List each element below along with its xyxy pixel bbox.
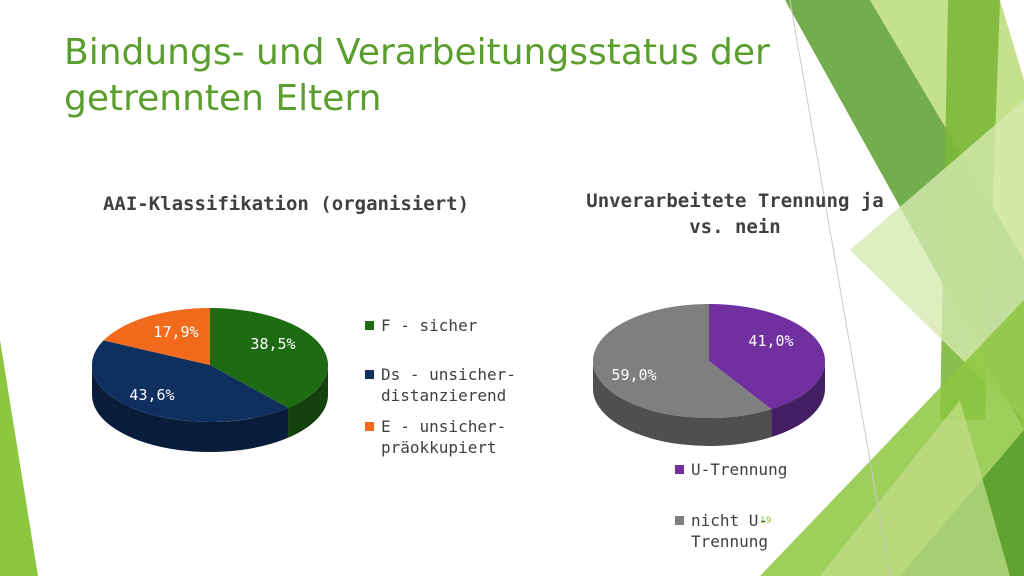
page-number: 19 [760, 516, 772, 526]
legend-label: E - unsicher- präokkupiert [381, 417, 507, 457]
trennung-sides [593, 361, 825, 446]
legend-swatch-ds [365, 370, 374, 379]
legend-item-e: E - unsicher- präokkupiert [365, 416, 525, 458]
right-lower-light [820, 400, 1010, 576]
aai-slice-1 [92, 340, 289, 422]
trennung-slice-1 [592, 304, 772, 419]
trennung-slice-0 [709, 304, 825, 410]
thin-diagonal-line [789, 0, 891, 576]
chart2-title: Unverarbeitete Trennung ja vs. nein [586, 190, 884, 238]
aai-data-label-2: 17,9% [153, 323, 198, 341]
legend-item-nicht-u-trennung: nicht U- Trennung [675, 510, 835, 552]
trennung-side-1 [593, 361, 772, 446]
aai-slice-2 [103, 308, 210, 365]
left-green-wedge [0, 340, 38, 576]
legend-swatch-f-sicher [365, 321, 374, 330]
legend-item-ds: Ds - unsicher- distanzierend [365, 364, 525, 406]
aai-data-label-0: 38,5% [250, 335, 295, 353]
chart1-title: AAI-Klassifikation (organisiert) [102, 193, 470, 215]
legend-swatch-e [365, 422, 374, 431]
aai-sides [91, 365, 328, 452]
trennung-data-label-1: 59,0% [611, 366, 656, 384]
aai-data-label-1: 43,6% [129, 386, 174, 404]
trennung-data-label-0: 41,0% [748, 332, 793, 350]
legend-label: F - sicher [381, 316, 478, 335]
aai-side-0 [288, 365, 328, 438]
right-pale-triangle [850, 100, 1024, 420]
slide-title: Bindungs- und Verarbeitungsstatus der ge… [64, 32, 770, 119]
legend-item-u-trennung: U-Trennung [675, 459, 835, 480]
aai-slice-0 [210, 308, 328, 408]
legend-label: U-Trennung [691, 460, 788, 479]
legend-swatch-u-trennung [675, 465, 684, 474]
legend-swatch-nicht-u-trennung [675, 516, 684, 525]
legend-item-f-sicher: F - sicher [365, 315, 525, 336]
trennung-side-0 [771, 361, 825, 438]
legend-label: nicht U- Trennung [691, 511, 769, 551]
legend-label: Ds - unsicher- distanzierend [381, 365, 516, 405]
aai-side-1 [91, 365, 289, 452]
